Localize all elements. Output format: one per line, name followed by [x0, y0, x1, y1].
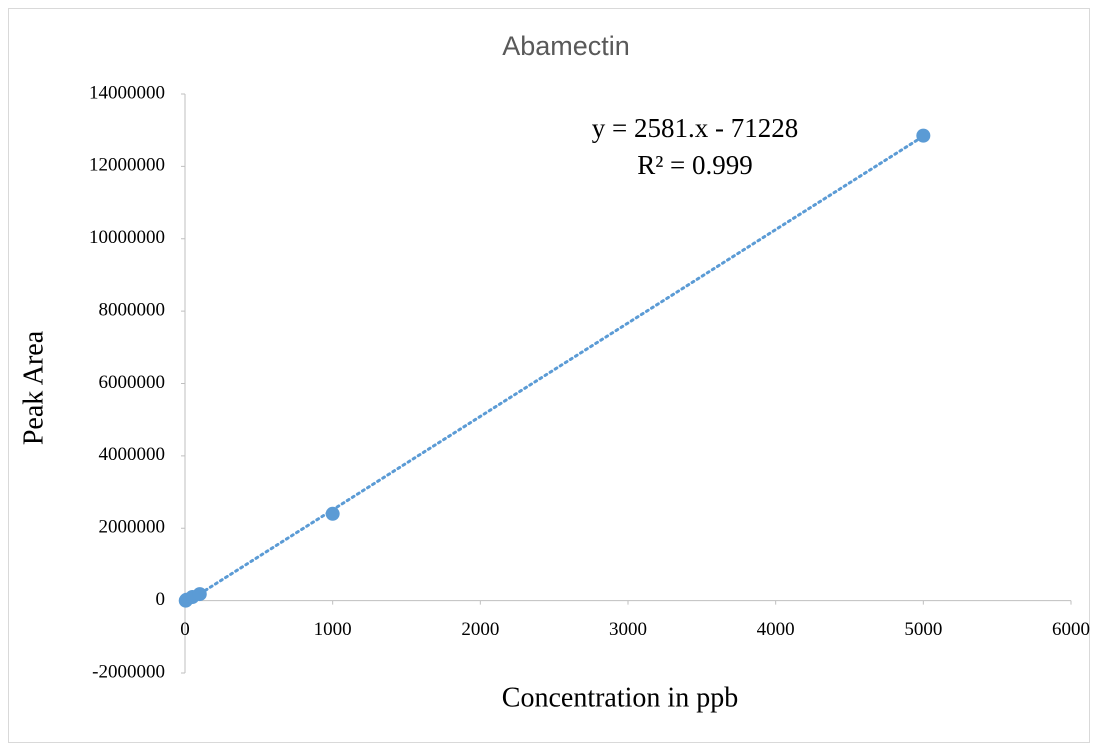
x-tick-label: 3000: [609, 619, 647, 640]
y-tick-label: 10000000: [89, 227, 165, 248]
y-tick-label: 12000000: [89, 155, 165, 176]
y-tick-label: 4000000: [99, 444, 166, 465]
x-tick-label: 2000: [461, 619, 499, 640]
x-tick-label: 6000: [1052, 619, 1090, 640]
data-point: [192, 587, 207, 602]
chart-title: Abamectin: [502, 31, 630, 61]
trendline: [183, 134, 925, 605]
trendline-equation: y = 2581.x - 71228: [592, 113, 798, 143]
y-tick-label: -2000000: [92, 661, 165, 682]
y-tick-label: 8000000: [99, 299, 166, 320]
x-tick-label: 1000: [314, 619, 352, 640]
trendline-r2: R² = 0.999: [637, 150, 753, 180]
y-tick-label: 2000000: [99, 517, 166, 538]
x-tick-label: 0: [180, 619, 190, 640]
data-point: [916, 128, 931, 143]
x-tick-label: 5000: [904, 619, 942, 640]
y-axis-title: Peak Area: [18, 330, 49, 445]
x-axis-title: Concentration in ppb: [502, 682, 738, 713]
y-tick-label: 6000000: [99, 372, 166, 393]
chart-border: [8, 8, 1090, 743]
x-tick-label: 4000: [757, 619, 795, 640]
y-tick-label: 0: [156, 589, 166, 610]
data-point: [325, 506, 340, 521]
y-tick-label: 14000000: [89, 82, 165, 103]
